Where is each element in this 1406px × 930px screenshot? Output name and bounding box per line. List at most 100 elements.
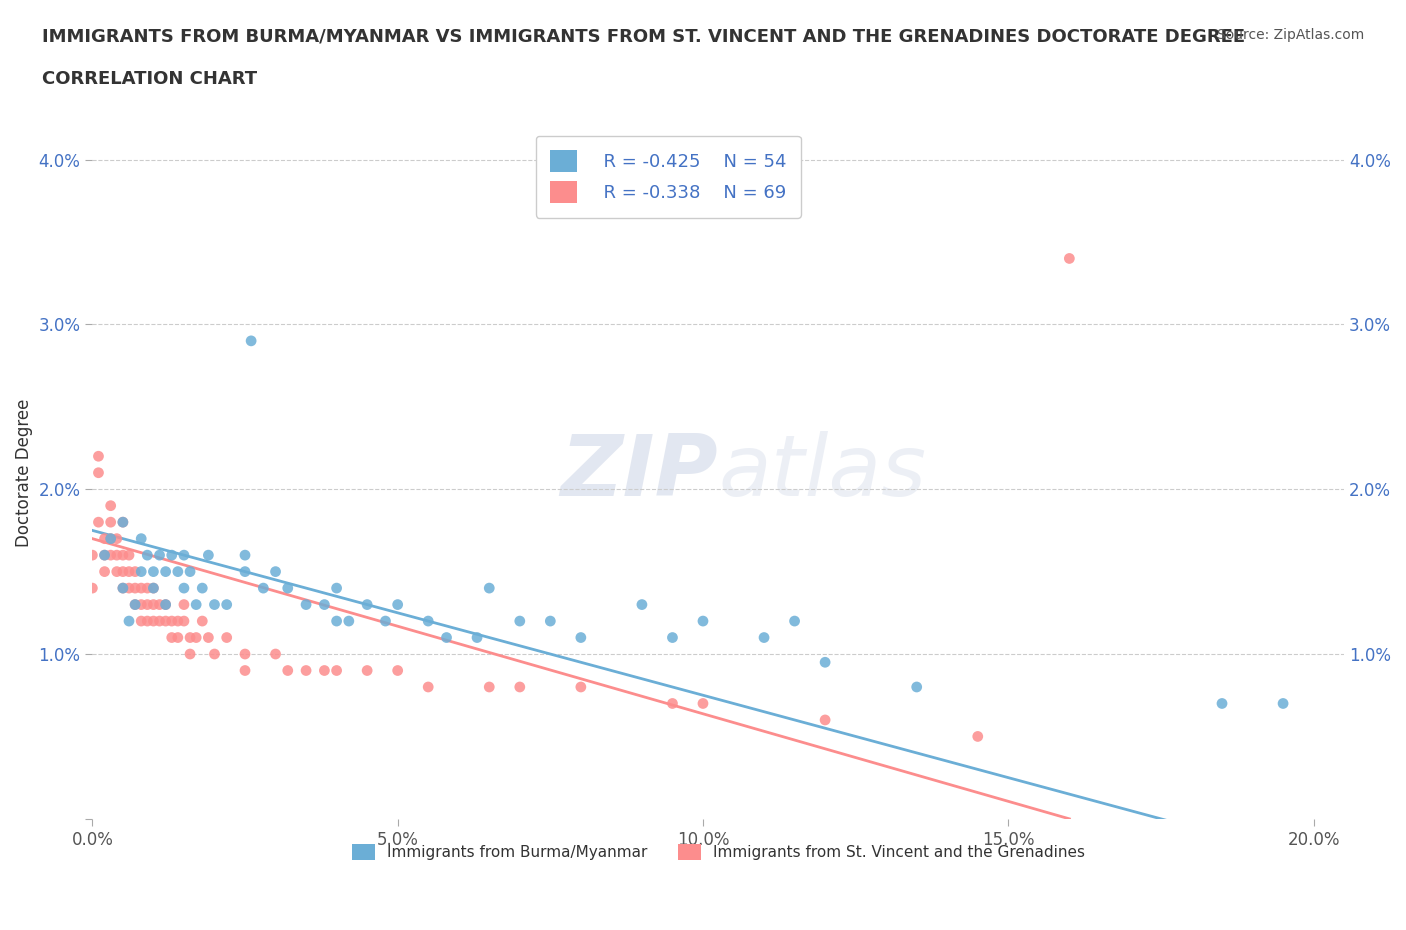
- Point: [100, 498, 122, 513]
- Point: [129, 565, 152, 579]
- Point: [509, 680, 531, 695]
- Point: [325, 580, 347, 595]
- Point: [1059, 251, 1081, 266]
- Point: [129, 597, 152, 612]
- Point: [93, 565, 115, 579]
- Text: Source: ZipAtlas.com: Source: ZipAtlas.com: [1216, 28, 1364, 42]
- Point: [93, 531, 115, 546]
- Point: [325, 614, 347, 629]
- Point: [215, 597, 238, 612]
- Point: [93, 548, 115, 563]
- Point: [93, 548, 115, 563]
- Point: [814, 655, 837, 670]
- Point: [100, 514, 122, 529]
- Point: [155, 614, 177, 629]
- Point: [124, 597, 146, 612]
- Point: [129, 580, 152, 595]
- Point: [136, 580, 159, 595]
- Point: [173, 614, 195, 629]
- Point: [155, 597, 177, 612]
- Point: [233, 565, 256, 579]
- Point: [118, 580, 141, 595]
- Point: [111, 580, 134, 595]
- Point: [465, 631, 488, 645]
- Point: [142, 565, 165, 579]
- Point: [215, 631, 238, 645]
- Point: [692, 614, 714, 629]
- Point: [905, 680, 928, 695]
- Text: IMMIGRANTS FROM BURMA/MYANMAR VS IMMIGRANTS FROM ST. VINCENT AND THE GRENADINES : IMMIGRANTS FROM BURMA/MYANMAR VS IMMIGRA…: [42, 28, 1246, 46]
- Point: [118, 614, 141, 629]
- Point: [814, 712, 837, 727]
- Text: ZIP: ZIP: [561, 432, 718, 514]
- Point: [295, 597, 318, 612]
- Point: [387, 597, 409, 612]
- Point: [277, 663, 299, 678]
- Point: [661, 631, 683, 645]
- Legend: Immigrants from Burma/Myanmar, Immigrants from St. Vincent and the Grenadines: Immigrants from Burma/Myanmar, Immigrant…: [346, 838, 1091, 867]
- Point: [173, 580, 195, 595]
- Point: [509, 614, 531, 629]
- Point: [233, 663, 256, 678]
- Point: [118, 548, 141, 563]
- Point: [155, 565, 177, 579]
- Point: [124, 565, 146, 579]
- Point: [82, 548, 104, 563]
- Point: [155, 597, 177, 612]
- Point: [418, 680, 440, 695]
- Point: [87, 465, 110, 480]
- Point: [631, 597, 654, 612]
- Point: [179, 631, 201, 645]
- Point: [179, 565, 201, 579]
- Point: [105, 548, 128, 563]
- Point: [204, 646, 226, 661]
- Point: [148, 548, 170, 563]
- Point: [87, 449, 110, 464]
- Point: [240, 334, 263, 349]
- Point: [179, 646, 201, 661]
- Point: [124, 580, 146, 595]
- Point: [186, 631, 208, 645]
- Point: [100, 548, 122, 563]
- Point: [752, 631, 775, 645]
- Point: [1211, 696, 1233, 711]
- Point: [136, 614, 159, 629]
- Point: [111, 514, 134, 529]
- Point: [111, 580, 134, 595]
- Point: [233, 548, 256, 563]
- Point: [129, 614, 152, 629]
- Point: [111, 514, 134, 529]
- Point: [1272, 696, 1295, 711]
- Point: [105, 565, 128, 579]
- Point: [124, 597, 146, 612]
- Point: [569, 631, 592, 645]
- Point: [173, 548, 195, 563]
- Point: [118, 565, 141, 579]
- Point: [191, 614, 214, 629]
- Point: [111, 565, 134, 579]
- Point: [142, 597, 165, 612]
- Point: [204, 597, 226, 612]
- Point: [82, 580, 104, 595]
- Point: [264, 565, 287, 579]
- Point: [264, 646, 287, 661]
- Point: [692, 696, 714, 711]
- Point: [387, 663, 409, 678]
- Point: [136, 548, 159, 563]
- Point: [136, 597, 159, 612]
- Y-axis label: Doctorate Degree: Doctorate Degree: [15, 399, 32, 547]
- Point: [166, 565, 188, 579]
- Point: [129, 531, 152, 546]
- Point: [160, 631, 183, 645]
- Point: [191, 580, 214, 595]
- Point: [418, 614, 440, 629]
- Point: [100, 531, 122, 546]
- Point: [173, 597, 195, 612]
- Point: [277, 580, 299, 595]
- Point: [233, 646, 256, 661]
- Point: [436, 631, 458, 645]
- Point: [337, 614, 360, 629]
- Point: [314, 663, 336, 678]
- Point: [105, 531, 128, 546]
- Point: [197, 631, 219, 645]
